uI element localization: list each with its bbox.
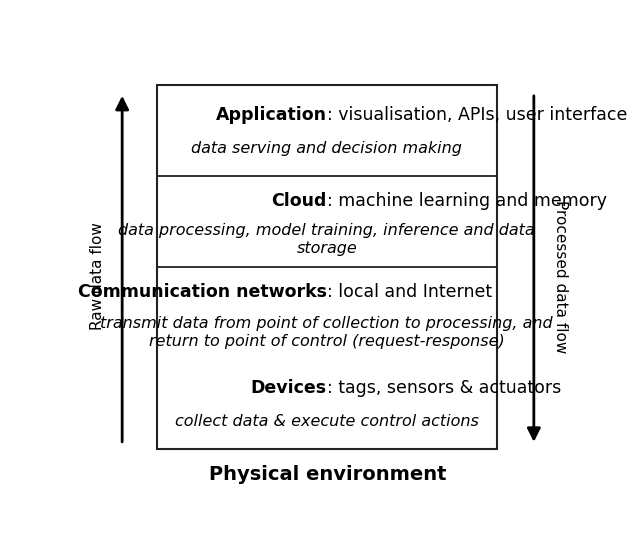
- Text: : local and Internet: : local and Internet: [327, 283, 492, 301]
- Text: Communication networks: Communication networks: [78, 283, 327, 301]
- Text: Devices: Devices: [251, 379, 327, 397]
- Text: Processed data flow: Processed data flow: [552, 200, 568, 353]
- Text: Raw data flow: Raw data flow: [90, 222, 105, 330]
- Text: : machine learning and memory: : machine learning and memory: [327, 192, 607, 210]
- Text: : tags, sensors & actuators: : tags, sensors & actuators: [327, 379, 561, 397]
- Text: transmit data from point of collection to processing, and
return to point of con: transmit data from point of collection t…: [100, 316, 553, 348]
- Text: Physical environment: Physical environment: [209, 465, 447, 484]
- Text: data processing, model training, inference and data
storage: data processing, model training, inferen…: [118, 223, 535, 255]
- Text: Cloud: Cloud: [271, 192, 327, 210]
- Text: Application: Application: [216, 106, 327, 124]
- Text: : visualisation, APIs, user interface: : visualisation, APIs, user interface: [327, 106, 627, 124]
- Text: data serving and decision making: data serving and decision making: [191, 141, 462, 156]
- Bar: [157, 85, 497, 449]
- Text: collect data & execute control actions: collect data & execute control actions: [175, 414, 479, 429]
